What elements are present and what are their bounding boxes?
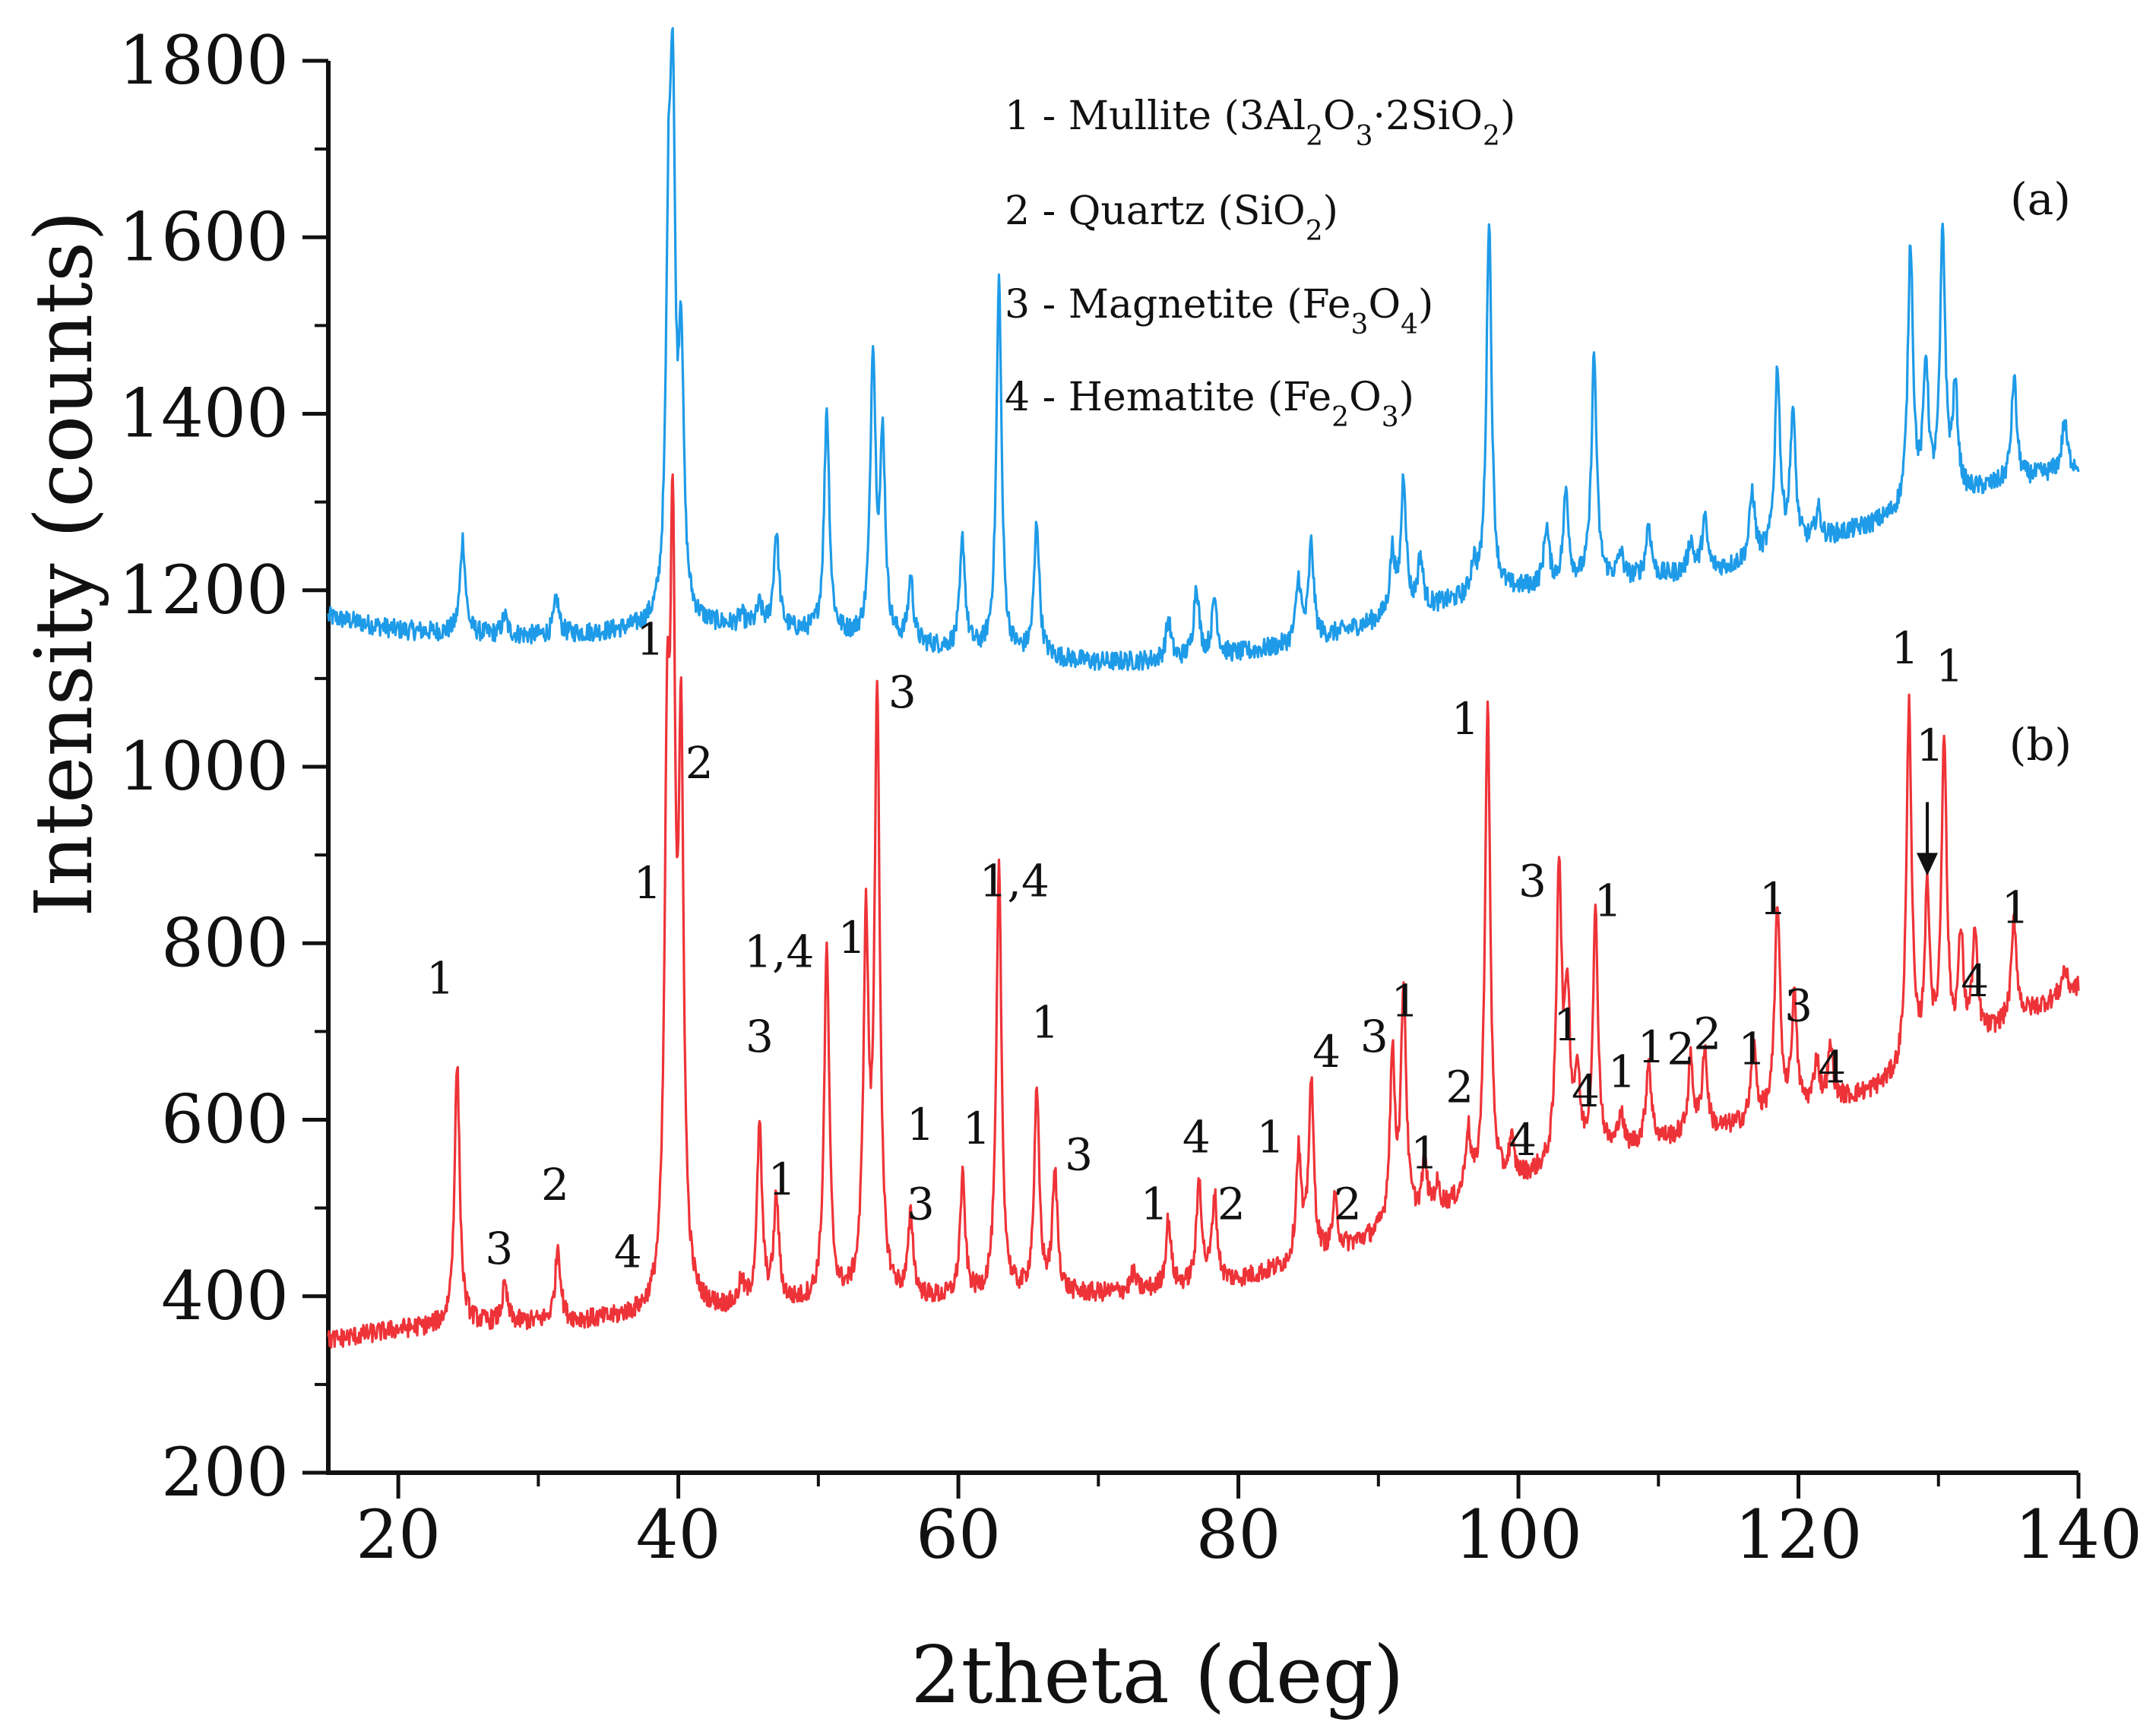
peak-label: 1 xyxy=(1936,640,1964,692)
y-tick-label: 1600 xyxy=(119,198,289,276)
y-tick-label: 800 xyxy=(161,904,289,982)
y-tick-label: 1200 xyxy=(119,551,289,629)
peak-label: 1 xyxy=(1141,1179,1169,1230)
y-tick-label: 200 xyxy=(161,1433,289,1511)
legend-entry: 4 - Hematite (Fe2O3) xyxy=(1005,375,1414,433)
peak-label: 1 xyxy=(838,912,866,964)
peak-label: 1 xyxy=(1452,693,1480,745)
peak-label: 1 xyxy=(1638,1021,1666,1073)
peak-label: 4 xyxy=(614,1226,642,1277)
peak-label: 1 xyxy=(2002,882,2030,934)
x-tick-label: 40 xyxy=(636,1496,721,1574)
peak-label: 1 xyxy=(1594,875,1623,926)
y-tick-label: 400 xyxy=(161,1257,289,1335)
peak-label: 3 xyxy=(485,1223,513,1274)
peak-label: 1 xyxy=(768,1154,796,1205)
peak-label: 3 xyxy=(907,1179,935,1230)
peak-label: 3 xyxy=(888,666,917,718)
peak-label: 3 xyxy=(1360,1011,1388,1062)
peak-label: 1 xyxy=(1738,1023,1766,1075)
arrow-head xyxy=(1917,853,1939,876)
peak-label: 4 xyxy=(1182,1111,1211,1163)
peak-label: 2 xyxy=(1667,1023,1695,1075)
peak-label: 2 xyxy=(1334,1179,1362,1230)
peak-label: 1 xyxy=(963,1103,991,1154)
y-tick-label: 1800 xyxy=(119,21,289,100)
peak-label: 4 xyxy=(1572,1065,1600,1117)
x-tick-label: 120 xyxy=(1735,1496,1863,1574)
tick-marks: 200 400 600 800 1000 1200 1400 1600 1800 20 40 60 80… xyxy=(119,21,2142,1574)
peak-label: 1,4 xyxy=(980,856,1050,907)
series-a-line xyxy=(327,27,2080,672)
peak-label: 1 xyxy=(1759,873,1787,925)
peak-label: 2 xyxy=(1217,1179,1246,1230)
peak-label: 1 xyxy=(426,952,454,1004)
series-layer: (a) (b) xyxy=(327,27,2080,1349)
peak-label: 1 xyxy=(636,614,664,666)
peak-label: 4 xyxy=(1818,1042,1846,1094)
legend: 1 - Mullite (3Al2O3·2SiO2) 2 - Quartz (Si… xyxy=(1005,93,1515,433)
peak-label: 4 xyxy=(1509,1114,1537,1166)
series-b-line xyxy=(327,473,2080,1349)
y-axis-title: Intensity (counts) xyxy=(17,210,110,917)
peak-label: 1 xyxy=(1391,976,1419,1027)
peak-label: 1 xyxy=(1916,720,1944,771)
peak-label: 3 xyxy=(1518,856,1547,907)
peak-label: 1 xyxy=(1553,999,1581,1051)
x-tick-label: 140 xyxy=(2015,1496,2142,1574)
peak-label: 3 xyxy=(1065,1129,1093,1181)
peak-label: 3 xyxy=(746,1011,774,1062)
series-b-label: (b) xyxy=(2009,719,2072,771)
y-tick-label: 600 xyxy=(161,1081,289,1159)
x-tick-label: 60 xyxy=(916,1496,1001,1574)
x-axis-title: 2theta (deg) xyxy=(910,1628,1404,1721)
y-tick-label: 1400 xyxy=(119,375,289,453)
peak-label: 4 xyxy=(1312,1026,1341,1078)
x-tick-label: 80 xyxy=(1196,1496,1281,1574)
peak-label: 2 xyxy=(541,1159,569,1211)
peak-label: 1,4 xyxy=(744,926,814,978)
legend-entry: 3 - Magnetite (Fe3O4) xyxy=(1005,282,1433,340)
peak-label: 2 xyxy=(1693,1008,1721,1060)
series-a-label: (a) xyxy=(2010,173,2071,225)
peak-label: 2 xyxy=(685,737,714,789)
x-tick-label: 100 xyxy=(1455,1496,1582,1574)
peak-label: 1 xyxy=(907,1099,935,1151)
peak-label: 1 xyxy=(1891,622,1919,674)
peak-label: 1 xyxy=(634,857,662,909)
peak-label: 1 xyxy=(1031,997,1059,1049)
peak-label: 4 xyxy=(1961,955,1989,1007)
peak-label: 1 xyxy=(1256,1111,1284,1163)
peak-label: 3 xyxy=(1784,980,1812,1031)
y-tick-label: 1000 xyxy=(119,727,289,806)
peak-label: 2 xyxy=(1445,1061,1474,1113)
x-tick-label: 20 xyxy=(356,1496,441,1574)
peak-label: 1 xyxy=(1608,1046,1636,1098)
peak-label: 1 xyxy=(1410,1127,1439,1179)
legend-entry: 1 - Mullite (3Al2O3·2SiO2) xyxy=(1005,93,1515,152)
legend-entry: 2 - Quartz (SiO2) xyxy=(1005,188,1338,247)
axes xyxy=(326,61,2078,1475)
